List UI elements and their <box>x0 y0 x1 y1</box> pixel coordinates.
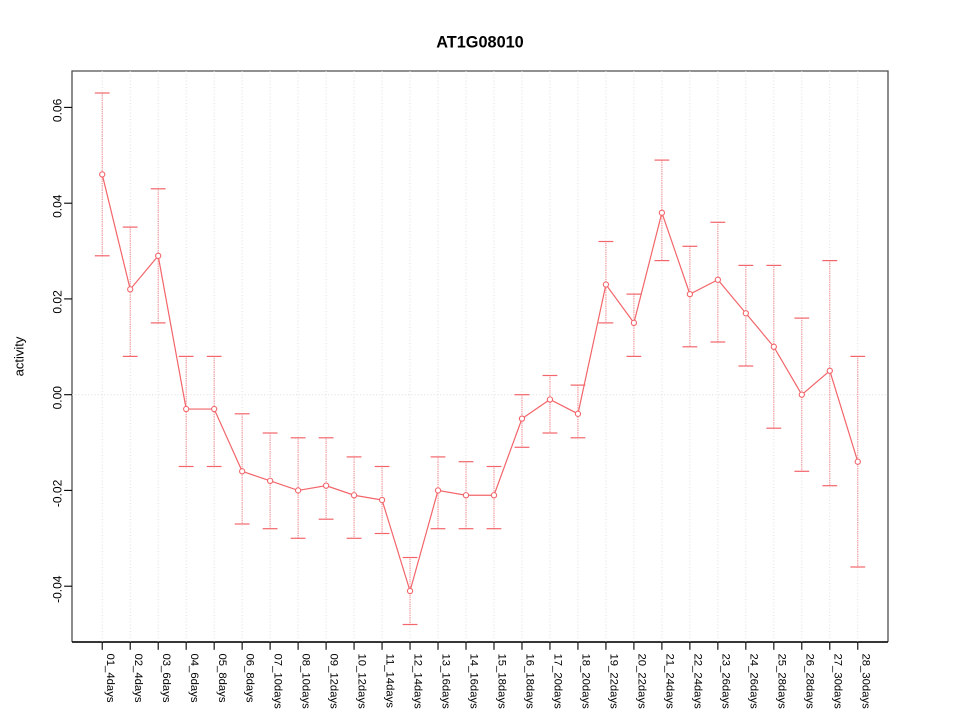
svg-text:08_10days: 08_10days <box>300 654 312 710</box>
svg-text:19_22days: 19_22days <box>608 654 620 710</box>
svg-text:21_24days: 21_24days <box>663 654 675 710</box>
svg-text:15_18days: 15_18days <box>496 654 508 710</box>
svg-text:11_14days: 11_14days <box>384 654 396 709</box>
svg-text:07_10days: 07_10days <box>272 654 284 710</box>
svg-text:18_20days: 18_20days <box>580 654 592 710</box>
svg-text:-0.04: -0.04 <box>51 575 65 603</box>
svg-text:13_16days: 13_16days <box>440 654 452 710</box>
svg-text:28_30days: 28_30days <box>859 654 871 710</box>
svg-text:04_6days: 04_6days <box>188 654 200 703</box>
svg-text:20_22days: 20_22days <box>636 654 648 710</box>
svg-text:activity: activity <box>12 336 27 376</box>
svg-text:01_4days: 01_4days <box>104 654 116 703</box>
svg-text:27_30days: 27_30days <box>831 654 843 710</box>
svg-text:17_20days: 17_20days <box>552 654 564 710</box>
svg-text:0.06: 0.06 <box>51 98 65 122</box>
svg-text:02_4days: 02_4days <box>132 654 144 703</box>
svg-text:03_6days: 03_6days <box>160 654 172 703</box>
svg-text:26_28days: 26_28days <box>803 654 815 710</box>
svg-text:22_24days: 22_24days <box>691 654 703 710</box>
svg-text:AT1G08010: AT1G08010 <box>436 34 524 52</box>
svg-text:0.02: 0.02 <box>51 290 65 314</box>
svg-text:14_16days: 14_16days <box>468 654 480 710</box>
svg-text:23_26days: 23_26days <box>719 654 731 710</box>
svg-text:10_12days: 10_12days <box>356 654 368 710</box>
svg-text:25_28days: 25_28days <box>775 654 787 710</box>
svg-text:12_14days: 12_14days <box>412 654 424 710</box>
svg-text:24_26days: 24_26days <box>747 654 759 710</box>
svg-text:09_12days: 09_12days <box>328 654 340 710</box>
svg-text:05_8days: 05_8days <box>216 654 228 703</box>
svg-text:0.00: 0.00 <box>51 386 65 410</box>
svg-text:0.04: 0.04 <box>51 194 65 218</box>
svg-text:06_8days: 06_8days <box>244 654 256 703</box>
svg-text:-0.02: -0.02 <box>51 479 65 507</box>
svg-text:16_18days: 16_18days <box>524 654 536 710</box>
